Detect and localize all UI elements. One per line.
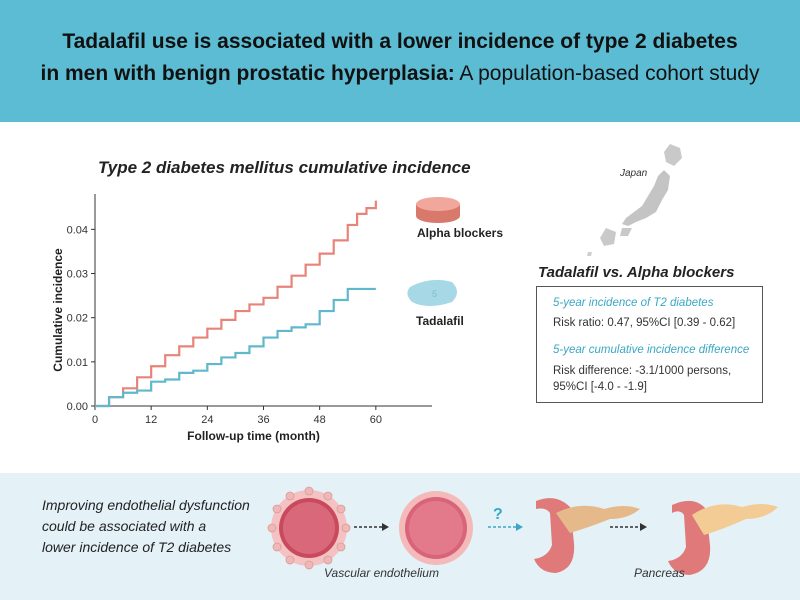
results-box: 5-year incidence of T2 diabetes Risk rat… — [536, 286, 763, 403]
conclusion-text: Improving endothelial dysfunction could … — [42, 495, 250, 558]
x-tick-label: 12 — [145, 414, 157, 426]
y-tick-label: 0.01 — [67, 357, 88, 369]
healthy-vessel-icon — [399, 491, 473, 565]
risk-ratio-text: Risk ratio: 0.47, 95%CI [0.39 - 0.62] — [553, 317, 736, 329]
tadalafil-line — [95, 287, 376, 408]
chart-title: Type 2 diabetes mellitus cumulative inci… — [98, 158, 471, 177]
damaged-vessel-icon — [267, 486, 351, 570]
x-tick-label: 0 — [92, 414, 98, 426]
title-line-2: in men with benign prostatic hyperplasia… — [0, 62, 800, 86]
pancreas-caption: Pancreas — [634, 566, 685, 580]
x-tick-label: 48 — [314, 414, 326, 426]
x-tick-label: 36 — [257, 414, 269, 426]
conclusion-line-2: could be associated with a — [42, 518, 207, 534]
question-arrow-icon: ? — [488, 506, 523, 531]
y-tick-label: 0.04 — [67, 224, 88, 236]
x-tick-label: 24 — [201, 414, 213, 426]
tadalafil-pill-icon: 5 — [407, 279, 457, 306]
svg-text:5: 5 — [432, 289, 437, 299]
x-tick-label: 60 — [370, 414, 382, 426]
tadalafil-label: Tadalafil — [416, 314, 464, 328]
risk-difference-text-1: Risk difference: -3.1/1000 persons, — [553, 365, 732, 377]
vascular-caption: Vascular endothelium — [324, 566, 439, 580]
japan-map-icon — [587, 144, 682, 256]
question-mark: ? — [493, 506, 503, 523]
mechanism-illustration: ? — [267, 486, 778, 575]
y-tick-label: 0.02 — [67, 313, 88, 325]
y-axis-label: Cumulative incidence — [51, 248, 65, 372]
incidence-heading: 5-year incidence of T2 diabetes — [553, 297, 714, 309]
alpha-blockers-line — [95, 200, 377, 408]
map-label: Japan — [620, 168, 648, 179]
risk-difference-text-2: 95%CI [-4.0 - -1.9] — [553, 381, 647, 393]
results-title: Tadalafil vs. Alpha blockers — [538, 264, 735, 281]
title-line-1: Tadalafil use is associated with a lower… — [62, 30, 738, 53]
difference-heading: 5-year cumulative incidence difference — [553, 344, 750, 356]
conclusion-line-3: lower incidence of T2 diabetes — [42, 539, 232, 555]
alpha-blocker-pill-icon — [416, 197, 460, 223]
alpha-blocker-label: Alpha blockers — [417, 226, 504, 240]
pancreas-icon — [534, 498, 640, 573]
y-tick-label: 0.03 — [67, 269, 88, 281]
conclusion-line-1: Improving endothelial dysfunction — [42, 497, 250, 513]
title-line-2-rest: A population-based cohort study — [454, 62, 760, 85]
arrow-icon-2 — [610, 523, 647, 531]
title-line-2-bold: in men with benign prostatic hyperplasia… — [40, 62, 455, 85]
x-axis-label: Follow-up time (month) — [187, 429, 320, 443]
header-banner: Tadalafil use is associated with a lower… — [0, 0, 800, 122]
arrow-icon — [354, 523, 389, 531]
y-tick-label: 0.00 — [67, 401, 88, 413]
pancreas-healthy-icon — [668, 500, 778, 575]
